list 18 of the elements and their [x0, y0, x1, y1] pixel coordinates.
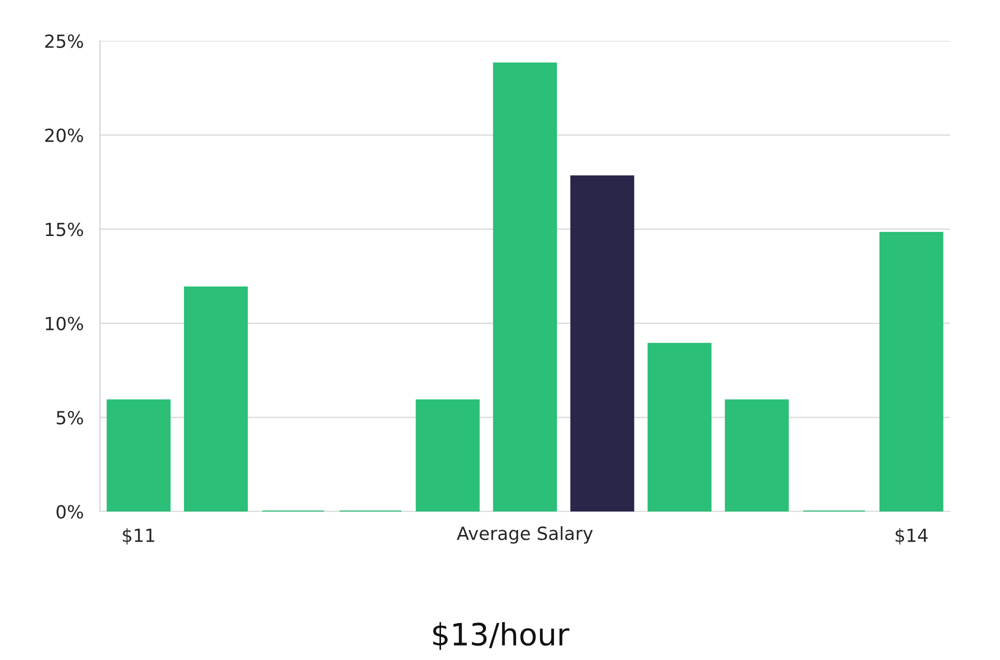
- bar: [106, 399, 171, 512]
- bar: [184, 286, 248, 512]
- bar: [416, 399, 480, 512]
- bar: [724, 399, 789, 512]
- y-tick-label: 10%: [46, 316, 84, 330]
- y-tick-label: 15%: [46, 222, 84, 236]
- x-tick-label: $11: [122, 528, 154, 545]
- x-tick-label: $14: [896, 528, 928, 545]
- bar: [648, 342, 712, 512]
- y-tick-label: 5%: [56, 410, 84, 424]
- bar: [570, 175, 634, 512]
- text: $13/hour: [433, 622, 570, 650]
- y-tick-label: 0%: [56, 504, 84, 519]
- x-axis-title: Average Salary: [456, 526, 593, 544]
- bar: [493, 62, 557, 512]
- y-tick-label: 20%: [45, 128, 84, 142]
- y-tick-label: 25%: [45, 34, 84, 48]
- bar: [879, 232, 944, 512]
